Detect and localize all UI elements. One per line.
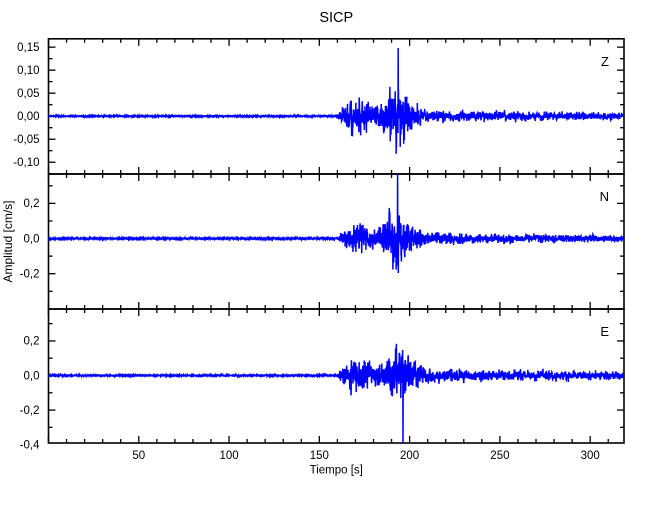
- svg-text:-0,4: -0,4: [20, 439, 40, 451]
- svg-text:-0,2: -0,2: [20, 405, 40, 417]
- svg-text:0,00: 0,00: [17, 111, 39, 123]
- svg-text:SICP: SICP: [319, 10, 353, 26]
- svg-text:300: 300: [581, 450, 600, 462]
- svg-text:0,2: 0,2: [24, 198, 40, 210]
- svg-text:N: N: [600, 189, 609, 204]
- svg-text:Z: Z: [601, 54, 609, 69]
- svg-text:0,0: 0,0: [24, 370, 40, 382]
- svg-text:150: 150: [310, 450, 329, 462]
- svg-text:Tiempo [s]: Tiempo [s]: [310, 465, 363, 477]
- svg-text:-0,10: -0,10: [13, 157, 39, 169]
- svg-text:0,05: 0,05: [17, 88, 39, 100]
- svg-text:0,2: 0,2: [24, 336, 40, 348]
- svg-text:250: 250: [490, 450, 509, 462]
- svg-text:Amplitud [cm/s]: Amplitud [cm/s]: [1, 200, 15, 282]
- svg-text:0,0: 0,0: [24, 233, 40, 245]
- svg-text:100: 100: [219, 450, 238, 462]
- svg-text:E: E: [600, 324, 609, 339]
- svg-text:-0,2: -0,2: [20, 269, 40, 281]
- svg-text:200: 200: [400, 450, 419, 462]
- svg-text:0,15: 0,15: [17, 42, 39, 54]
- svg-text:-0,05: -0,05: [13, 134, 39, 146]
- svg-text:0,10: 0,10: [17, 65, 39, 77]
- svg-text:50: 50: [132, 450, 145, 462]
